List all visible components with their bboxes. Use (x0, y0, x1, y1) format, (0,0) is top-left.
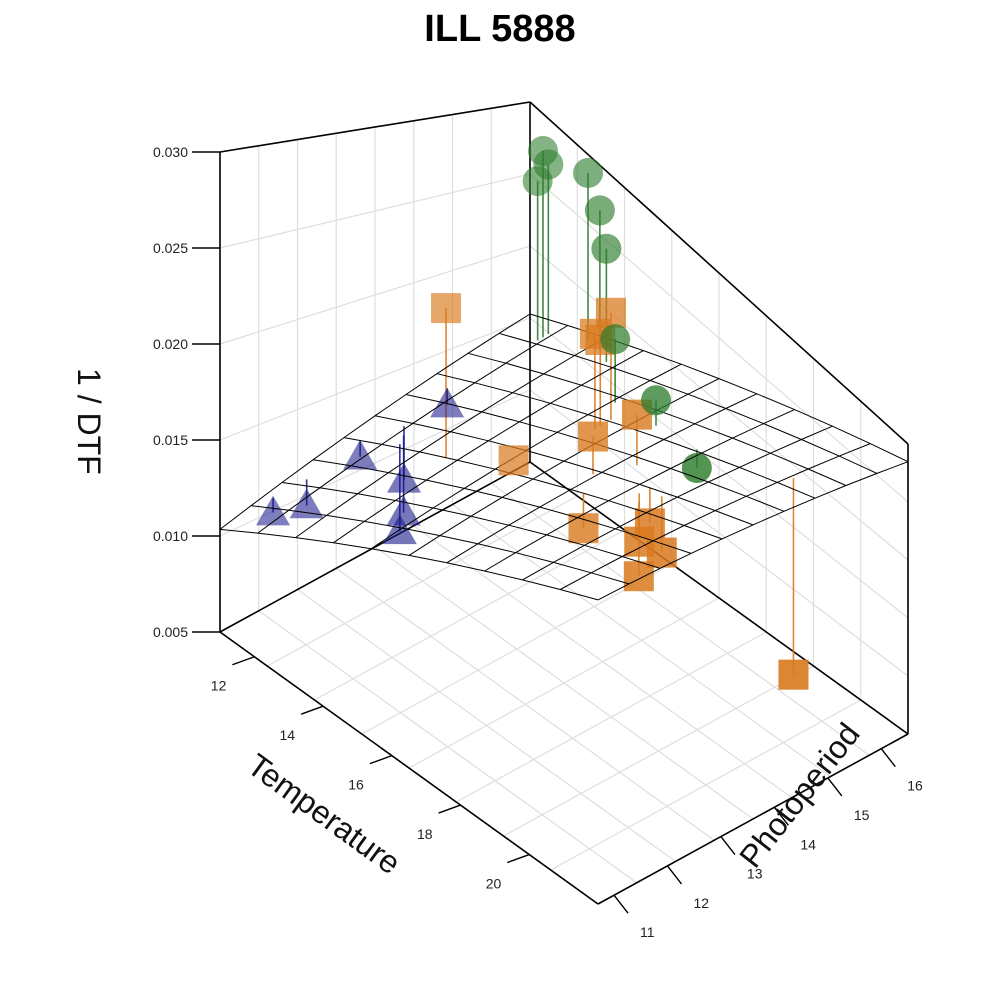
surface-wire (597, 461, 909, 601)
surface-wire (374, 415, 754, 526)
triangle-point (343, 439, 378, 470)
circle-point (591, 233, 622, 264)
circle-point (584, 195, 615, 226)
square-point (431, 293, 462, 324)
y-tick (827, 777, 843, 797)
surface-wire (295, 337, 606, 539)
box-edges (219, 101, 909, 905)
x-axis-label: Temperature (241, 747, 407, 882)
wall-grid-line (219, 245, 531, 345)
wall-grid-line (219, 317, 531, 441)
box-edge (597, 733, 909, 905)
surface-wire (446, 393, 758, 564)
chart-title: ILL 5888 (424, 8, 576, 50)
triangle-point (289, 488, 324, 519)
square-point (568, 513, 599, 544)
y-tick (773, 806, 789, 826)
z-tick-label: 0.020 (153, 336, 188, 352)
triangle-point (387, 462, 422, 493)
x-tick (300, 705, 324, 715)
box-edge (219, 461, 531, 633)
x-tick (232, 656, 255, 666)
y-tick-label: 14 (800, 836, 816, 852)
wall-grid-line (529, 173, 909, 503)
floor-grid-line (413, 525, 793, 799)
z-tick-label: 0.025 (153, 240, 188, 256)
square-point (623, 561, 654, 592)
square-point (595, 297, 626, 328)
triangle-point (430, 387, 465, 418)
floor-grid-line (452, 504, 831, 777)
z-tick-label: 0.010 (153, 528, 188, 544)
points-above-surface (431, 136, 672, 476)
surface-wire (559, 443, 871, 590)
y-tick (666, 865, 683, 885)
z-axis-label: 1 / DTF (71, 368, 107, 475)
y-tick (720, 836, 736, 856)
y-tick-label: 16 (907, 778, 923, 794)
circle-point (600, 324, 631, 355)
y-tick (613, 894, 629, 914)
surface-wire (498, 332, 878, 474)
circle-point (522, 166, 553, 197)
circle-point (681, 452, 712, 483)
triangle-point (386, 495, 421, 526)
surface-wire (522, 425, 833, 581)
axis-ticks: 12 14 16 18 20 11 12 13 14 15 16 0.005 0.010 0.015 0.0… (153, 144, 923, 940)
square-point (778, 659, 809, 690)
surface-wire (484, 409, 795, 572)
floor-grid-line (455, 631, 767, 803)
circle-point (527, 136, 558, 167)
square-point (578, 421, 609, 452)
x-tick-label: 12 (211, 678, 227, 694)
wall-grid-line (529, 245, 909, 561)
triangle-point (256, 495, 291, 526)
x-tick (507, 853, 530, 864)
box-edge (219, 631, 599, 905)
axis-labels: Temperature Photoperiod 1 / DTF (71, 368, 867, 881)
x-tick-label: 18 (417, 826, 433, 842)
circle-point (641, 385, 672, 416)
z-tick-label: 0.015 (153, 432, 188, 448)
x-tick-label: 14 (280, 727, 296, 743)
x-tick (438, 804, 461, 814)
wall-grid-line (219, 173, 531, 249)
floor-grid-line (490, 482, 870, 756)
square-point (498, 445, 529, 476)
floor-grid-line (374, 546, 754, 820)
x-tick-label: 16 (348, 777, 364, 793)
x-tick-label: 20 (486, 876, 502, 892)
y-tick (880, 748, 896, 768)
floor-grid-line (550, 699, 862, 871)
z-tick-label: 0.005 (153, 624, 188, 640)
y-tick-label: 15 (854, 807, 870, 823)
box-edge (529, 461, 909, 735)
x-tick (369, 754, 393, 765)
y-tick-label: 11 (640, 924, 655, 940)
fitted-surface (219, 313, 909, 601)
y-tick-label: 12 (693, 895, 709, 911)
y-tick-label: 13 (747, 866, 763, 882)
circle-point (573, 157, 604, 188)
floor-grid-line (503, 665, 814, 837)
wall-grid-line (529, 317, 909, 619)
z-tick-label: 0.030 (153, 144, 188, 160)
box-edge (219, 101, 531, 153)
